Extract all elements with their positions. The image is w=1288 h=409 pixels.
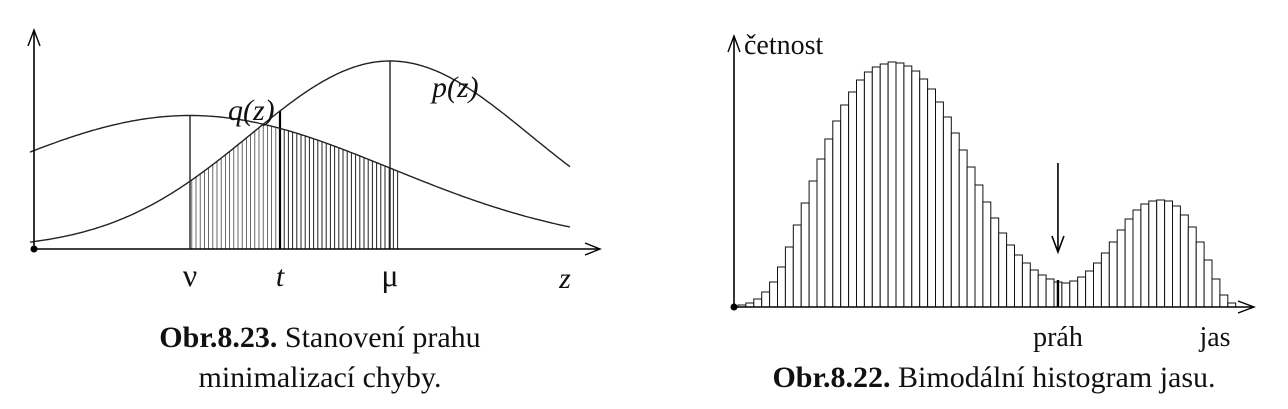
histogram-bar-3 — [762, 292, 770, 307]
histogram-bar-4 — [770, 282, 778, 307]
curve-p — [30, 61, 570, 242]
threshold-label: práh — [1033, 322, 1083, 353]
histogram-bar-46 — [1101, 253, 1109, 307]
histogram-bar-28 — [959, 150, 967, 307]
histogram-bar-48 — [1117, 230, 1125, 307]
histogram-bar-8 — [801, 203, 809, 307]
histogram-bar-34 — [1007, 245, 1015, 307]
caption-left-number: Obr.8.23. — [159, 321, 277, 354]
histogram-bar-11 — [825, 139, 833, 307]
histogram-bar-21 — [904, 66, 912, 307]
histogram-bar-49 — [1125, 219, 1133, 307]
tick-label-nu: ν — [183, 257, 197, 293]
origin-dot — [31, 246, 38, 253]
caption-left-text-1: Stanovení prahu — [285, 321, 481, 354]
histogram-bar-15 — [857, 80, 865, 307]
histogram-chart: četnost práh jas — [700, 0, 1288, 360]
histogram-bar-22 — [912, 71, 920, 307]
histogram-bar-57 — [1188, 227, 1196, 307]
curve-label-q-text: q(z) — [228, 94, 275, 127]
histogram-bar-56 — [1180, 215, 1188, 307]
histogram-bar-12 — [833, 121, 841, 307]
histogram-bar-16 — [864, 72, 872, 307]
histogram-bar-23 — [920, 79, 928, 307]
histogram-bar-35 — [1015, 255, 1023, 307]
histogram-bar-39 — [1046, 279, 1054, 307]
histogram-bar-9 — [809, 181, 817, 307]
histogram-bar-7 — [793, 225, 801, 307]
histogram-bar-29 — [967, 167, 975, 307]
caption-left-text-2: minimalizací chyby. — [60, 358, 580, 398]
curve-label-p-text: p(z) — [430, 71, 479, 104]
histogram-bar-53 — [1157, 200, 1165, 307]
x-axis-label: jas — [1198, 322, 1230, 353]
histogram-bar-6 — [785, 247, 793, 307]
curve-q — [30, 116, 570, 228]
y-axis-label: četnost — [744, 30, 824, 61]
histogram-bar-20 — [896, 63, 904, 307]
caption-left: Obr.8.23. Stanovení prahu minimalizací c… — [60, 318, 580, 398]
histogram-bar-33 — [999, 233, 1007, 307]
histogram-bar-27 — [951, 133, 959, 307]
threshold-figure: q(z) p(z) ν t μ z Obr.8.23. Stanovení prahu m… — [0, 0, 620, 409]
histogram-bar-13 — [841, 105, 849, 307]
caption-right-text: Bimodální histogram jasu. — [898, 361, 1215, 394]
histogram-bar-54 — [1165, 201, 1173, 307]
histogram-bar-41 — [1062, 283, 1070, 307]
histogram-bar-14 — [849, 92, 857, 307]
caption-right: Obr.8.22. Bimodální histogram jasu. — [700, 358, 1288, 398]
histogram-bar-2 — [754, 299, 762, 307]
histogram-bar-25 — [936, 102, 944, 307]
tick-label-mu: μ — [381, 257, 398, 293]
histogram-bar-47 — [1109, 242, 1117, 307]
histogram-bar-43 — [1078, 277, 1086, 307]
x-axis-label: z — [558, 262, 571, 295]
histogram-bar-24 — [928, 89, 936, 307]
histogram-bar-61 — [1220, 295, 1228, 307]
histogram-bar-55 — [1173, 206, 1181, 307]
tick-label-t: t — [276, 260, 285, 293]
histogram-bar-38 — [1038, 275, 1046, 307]
histogram-bar-50 — [1133, 210, 1141, 307]
histogram-bar-19 — [888, 62, 896, 307]
histogram-bar-26 — [943, 117, 951, 307]
histogram-bar-10 — [817, 159, 825, 307]
histogram-bar-5 — [778, 267, 786, 307]
histogram-figure: četnost práh jas Obr.8.22. Bimodální histo… — [700, 0, 1288, 409]
gaussian-curves-chart: q(z) p(z) ν t μ z — [0, 0, 620, 320]
histogram-bar-30 — [975, 185, 983, 307]
histogram-bar-42 — [1070, 281, 1078, 307]
histogram-bar-52 — [1149, 201, 1157, 307]
origin-dot — [731, 304, 738, 311]
histogram-bar-45 — [1094, 263, 1102, 307]
caption-right-number: Obr.8.22. — [772, 361, 890, 394]
histogram-bar-37 — [1030, 270, 1038, 307]
histogram-bar-59 — [1204, 260, 1212, 307]
histogram-bar-36 — [1022, 263, 1030, 307]
histogram-bar-18 — [880, 64, 888, 307]
histogram-bar-51 — [1141, 204, 1149, 307]
histogram-bar-17 — [872, 67, 880, 307]
histogram-bar-58 — [1196, 242, 1204, 307]
histogram-bar-31 — [983, 202, 991, 307]
histogram-bar-60 — [1212, 279, 1220, 307]
histogram-bar-32 — [991, 218, 999, 307]
histogram-bar-44 — [1086, 271, 1094, 307]
